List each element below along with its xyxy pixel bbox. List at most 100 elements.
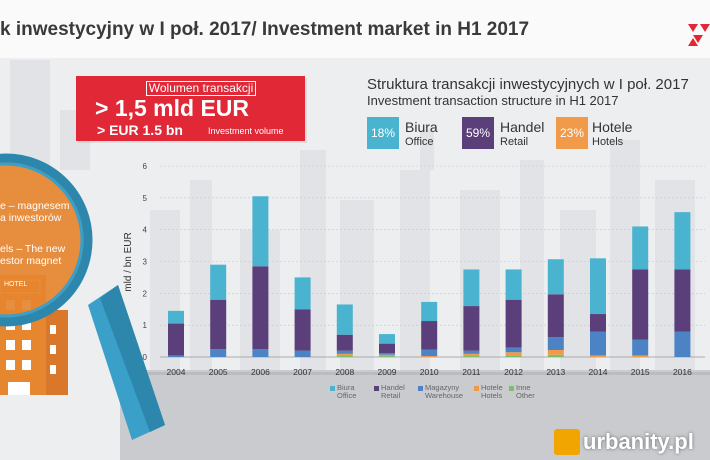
structure-title-pl: Struktura transakcji inwestycyjnych w I … <box>367 76 689 93</box>
bar-segment <box>336 334 353 351</box>
bar-segment <box>463 356 480 357</box>
x-tick-label: 2013 <box>546 367 565 377</box>
bar-segment <box>168 355 184 357</box>
magnifier-line-1: e – magnesem <box>0 200 70 212</box>
bar-segment <box>590 331 606 356</box>
structure-hotels-label-pl: Hotele <box>592 119 633 135</box>
bar-segment <box>463 269 480 307</box>
bar-segment <box>210 349 227 357</box>
x-tick-label: 2007 <box>293 367 312 377</box>
x-tick-label: 2016 <box>673 367 692 377</box>
hotel-sign: HOTEL <box>4 281 28 288</box>
bar-segment <box>505 347 522 353</box>
bar-segment <box>463 306 480 351</box>
bar-segment <box>547 259 564 295</box>
legend-label: Inne Other <box>516 384 535 400</box>
bar-segment <box>336 355 353 357</box>
y-tick-label: 3 <box>143 258 148 267</box>
bar-segment <box>505 299 522 348</box>
brand-logo-icon <box>688 24 710 46</box>
y-tick-label: 2 <box>143 289 148 298</box>
volume-value-en: > EUR 1.5 bn <box>97 122 183 138</box>
magnifier-line-4: estor magnet <box>0 255 62 267</box>
legend-swatch <box>330 386 335 391</box>
bar-segment <box>379 334 395 344</box>
x-tick-label: 2014 <box>589 367 608 377</box>
legend-swatch <box>418 386 423 391</box>
bar-segment <box>336 350 353 354</box>
bar-segment <box>547 349 564 355</box>
bar-segment <box>379 356 395 357</box>
bar-segment <box>421 349 438 357</box>
bar-segment <box>294 350 311 357</box>
bar-segment <box>421 356 438 357</box>
bar-segment <box>505 355 522 357</box>
structure-title-en: Investment transaction structure in H1 2… <box>367 93 619 108</box>
magnifier-text-pl: e – magnesem a inwestorów <box>0 200 69 224</box>
bar-segment <box>547 294 564 338</box>
bar-segment <box>590 314 606 332</box>
bar-segment <box>674 269 691 332</box>
bar-segment <box>168 310 184 324</box>
volume-label: Wolumen transakcji <box>146 81 256 96</box>
structure-retail-label-pl: Handel <box>500 119 545 135</box>
bar-segment <box>210 299 227 350</box>
y-axis-label: mld / bn EUR <box>123 232 134 291</box>
y-tick-label: 4 <box>143 226 148 235</box>
magnifier-text-en: els – The new estor magnet <box>0 243 65 267</box>
watermark: urbanity.pl <box>554 428 694 456</box>
legend-swatch <box>374 386 379 391</box>
legend-label-en: Hotels <box>481 391 503 400</box>
x-tick-label: 2005 <box>209 367 228 377</box>
legend-label: Biura Office <box>337 384 356 400</box>
bar-segment <box>674 212 691 270</box>
bar-segment <box>632 339 649 356</box>
structure-hotels-label-en: Hotels <box>592 136 624 148</box>
urbanity-logo-icon <box>554 429 580 455</box>
bar-segment <box>463 353 480 357</box>
legend-label: Hotele Hotels <box>481 384 503 400</box>
bar-segment <box>379 353 395 355</box>
x-tick-label: 2015 <box>631 367 650 377</box>
bar-segment <box>421 321 438 350</box>
x-tick-label: 2008 <box>335 367 354 377</box>
bar-segment <box>421 301 438 322</box>
x-tick-label: 2004 <box>167 367 186 377</box>
bar-segment <box>252 349 269 357</box>
magnifier-line-2: a inwestorów <box>0 212 62 224</box>
structure-hotels-pct: 23% <box>556 117 588 149</box>
bar-segment <box>505 352 522 356</box>
y-tick-label: 1 <box>143 321 148 330</box>
bar-segment <box>252 196 269 267</box>
x-tick-label: 2011 <box>462 367 481 377</box>
legend-label: Magazyny Warehouse <box>425 384 463 400</box>
legend-label-pl: Hotele <box>481 383 503 392</box>
bar-segment <box>505 269 522 300</box>
x-tick-label: 2006 <box>251 367 270 377</box>
bar-segment <box>294 309 311 351</box>
bar-segment <box>336 353 353 356</box>
y-tick-label: 6 <box>143 162 148 171</box>
x-tick-label: 2012 <box>504 367 523 377</box>
bar-segment <box>632 226 649 270</box>
watermark-text: urbanity.pl <box>583 429 694 454</box>
bar-segment <box>379 343 395 354</box>
legend-label-en: Other <box>516 391 535 400</box>
x-tick-label: 2009 <box>378 367 397 377</box>
magnifier-lens <box>0 158 88 322</box>
magnifier-handle <box>88 285 165 440</box>
legend-swatch <box>509 386 514 391</box>
volume-value-en-caption: Investment volume <box>208 126 284 136</box>
structure-retail-label-en: Retail <box>500 136 529 148</box>
bar-segment <box>379 354 395 357</box>
bar-segment <box>210 264 227 300</box>
magnifier-line-3: els – The new <box>0 243 66 255</box>
bar-segment <box>463 350 480 354</box>
legend-label-en: Office <box>337 391 357 400</box>
structure-office-pct: 18% <box>367 117 399 149</box>
legend-label-pl: Biura <box>337 383 355 392</box>
bar-segment <box>632 355 649 357</box>
bar-segment <box>547 337 564 350</box>
header-bar <box>0 0 710 58</box>
